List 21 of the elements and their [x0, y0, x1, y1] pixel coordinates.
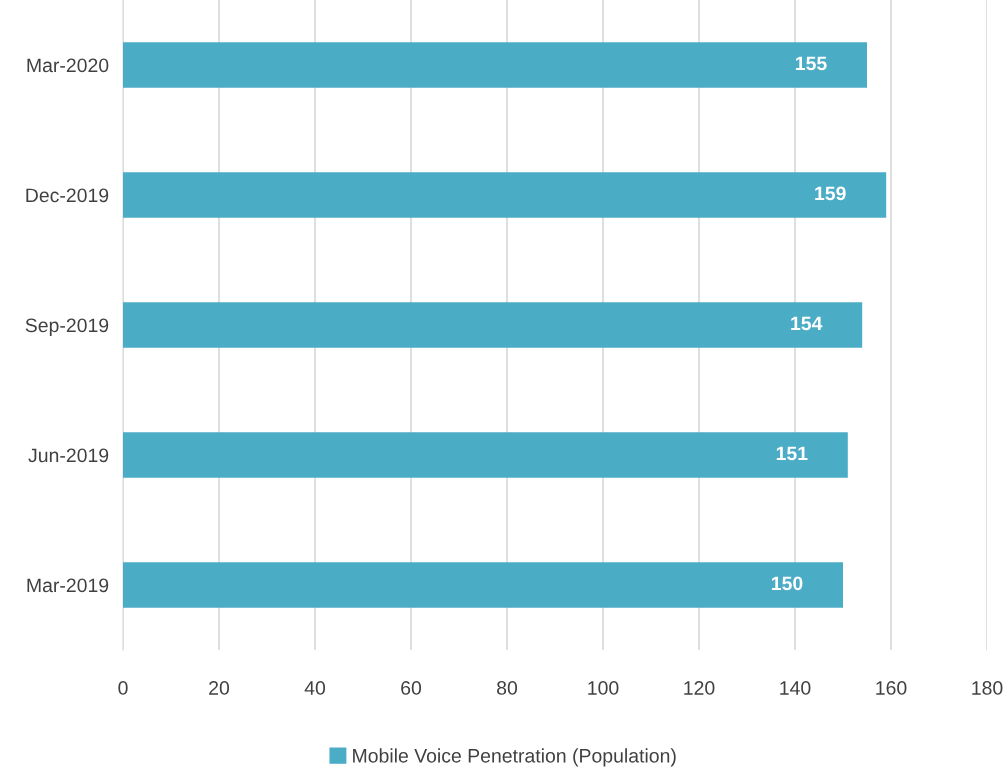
- x-tick-label: 20: [209, 681, 230, 695]
- x-tick-label: 80: [497, 681, 518, 695]
- x-tick-label: 60: [401, 681, 422, 695]
- data-label: 159: [815, 186, 846, 201]
- x-tick-label: 120: [684, 681, 715, 695]
- x-tick-label: 40: [304, 681, 326, 695]
- y-tick-label: Jun-2019: [28, 448, 109, 463]
- data-label: 151: [776, 446, 808, 461]
- x-tick-label: 0: [118, 681, 128, 695]
- y-tick-label: Mar-2019: [27, 578, 109, 593]
- y-tick-label: Dec-2019: [26, 188, 109, 203]
- x-tick-label: 180: [972, 681, 1003, 695]
- y-tick-label: Mar-2020: [27, 58, 109, 73]
- data-label: 155: [796, 56, 827, 71]
- data-label: 150: [772, 576, 803, 591]
- x-tick-label: 140: [780, 681, 811, 695]
- legend-label: Mobile Voice Penetration (Population): [353, 748, 676, 767]
- x-tick-label: 100: [588, 681, 619, 695]
- y-tick-label: Sep-2019: [25, 318, 109, 337]
- x-tick-label: 160: [876, 681, 907, 695]
- data-label: 154: [791, 316, 823, 331]
